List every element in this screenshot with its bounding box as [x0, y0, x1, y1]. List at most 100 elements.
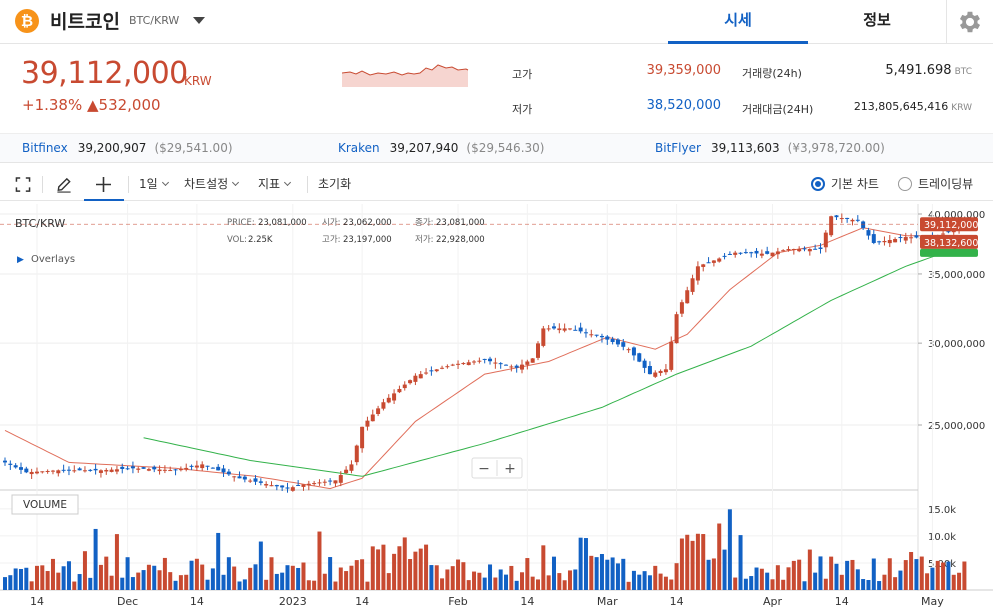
- exchange-price: 39,113,603: [710, 141, 780, 155]
- x-tick-label: 14: [30, 595, 44, 608]
- legend-value: 23,081,000: [436, 218, 485, 228]
- volume-bar: [226, 557, 231, 590]
- coin-name: 비트코인: [50, 11, 120, 33]
- fullscreen-icon[interactable]: [15, 177, 31, 192]
- candle: [466, 362, 471, 366]
- candle: [626, 349, 631, 351]
- volume-bar: [450, 566, 455, 590]
- candle: [520, 364, 525, 370]
- x-tick-label: 14: [520, 595, 534, 608]
- indicators-select[interactable]: 지표: [258, 168, 292, 201]
- zoom-in-button[interactable]: +: [504, 461, 516, 477]
- crosshair-button[interactable]: [84, 168, 124, 201]
- exchange-name[interactable]: Bitfinex: [22, 141, 68, 155]
- candle: [264, 484, 269, 486]
- y-tick-label: 40,000,000: [928, 210, 985, 221]
- tab-info[interactable]: 정보: [863, 11, 891, 29]
- volume-bar: [104, 556, 109, 590]
- volume-bar: [317, 531, 322, 590]
- candle: [871, 234, 876, 243]
- candle: [642, 360, 647, 368]
- candle: [120, 466, 125, 469]
- candle: [162, 469, 167, 471]
- candle: [306, 483, 311, 486]
- tradingview-radio[interactable]: 트레이딩뷰: [898, 168, 973, 201]
- volume-bar: [514, 580, 519, 590]
- volume-bar: [930, 567, 935, 590]
- candle: [8, 463, 13, 465]
- candle: [797, 248, 802, 252]
- candle: [727, 253, 732, 255]
- volume-bar: [557, 573, 562, 590]
- volume-bar: [13, 568, 18, 590]
- volume-bar: [685, 534, 690, 590]
- volume-bar: [733, 577, 738, 590]
- moving-average-lines: [4, 227, 965, 490]
- candle: [525, 361, 530, 365]
- volume-bar: [344, 571, 349, 590]
- volume-bar: [946, 561, 951, 590]
- candle: [40, 471, 45, 473]
- chevron-down-icon[interactable]: [193, 17, 205, 24]
- volume-bar: [829, 556, 834, 590]
- volume-bar: [130, 577, 135, 590]
- candle: [317, 482, 322, 484]
- stat-amount-label: 거래대금(24H): [742, 103, 814, 116]
- candle: [733, 252, 738, 255]
- candle: [381, 402, 386, 409]
- volume-bar: [360, 559, 365, 590]
- candle: [914, 235, 919, 238]
- stat-volume-label: 거래량(24h): [742, 67, 802, 80]
- basic-chart-radio[interactable]: 기본 차트: [811, 168, 879, 201]
- candle: [669, 341, 674, 370]
- current-price: 39,112,000: [21, 56, 188, 91]
- pencil-icon[interactable]: [55, 176, 73, 193]
- volume-bar: [168, 572, 173, 590]
- candle: [258, 481, 263, 483]
- x-tick-label: Dec: [117, 595, 138, 608]
- gear-icon[interactable]: [956, 8, 984, 36]
- price-chart[interactable]: 40,000,000 35,000,000 30,000,000 25,000,000…: [0, 202, 993, 616]
- candle: [130, 466, 135, 469]
- candle: [178, 469, 183, 471]
- candle: [589, 334, 594, 336]
- exchange-name[interactable]: BitFlyer: [655, 141, 701, 155]
- volume-label-box: [11, 494, 79, 515]
- volume-bar: [8, 575, 13, 590]
- volume-bar: [392, 553, 397, 590]
- candlesticks: [3, 213, 967, 493]
- reset-button[interactable]: 초기화: [318, 177, 352, 191]
- last-price-tag-label: 39,112,000: [924, 220, 978, 231]
- volume-label: VOLUME: [23, 499, 67, 511]
- chart-settings-select[interactable]: 차트설정: [184, 168, 240, 201]
- zoom-out-button[interactable]: −: [478, 461, 490, 477]
- volume-bar: [578, 537, 583, 590]
- candle: [237, 476, 242, 479]
- legend-value: 22,928,000: [436, 235, 485, 245]
- candle: [562, 328, 567, 331]
- volume-bar: [839, 574, 844, 590]
- volume-bar: [472, 571, 477, 590]
- volume-bar: [504, 574, 509, 590]
- candle: [711, 260, 716, 263]
- candle: [56, 470, 61, 474]
- y-tick-label: 25,000,000: [928, 421, 985, 432]
- candle: [498, 363, 503, 365]
- volume-bar: [333, 581, 338, 590]
- exchange-name[interactable]: Kraken: [338, 141, 380, 155]
- overlays-label: Overlays: [31, 254, 75, 265]
- volume-bar: [280, 572, 285, 590]
- volume-bar: [610, 557, 615, 590]
- candle: [695, 266, 700, 281]
- candle: [781, 250, 786, 252]
- volume-bar: [802, 581, 807, 590]
- candle: [722, 255, 727, 257]
- ma-tag: [920, 234, 978, 249]
- interval-select[interactable]: 1일: [139, 168, 169, 201]
- tab-quote[interactable]: 시세: [668, 0, 808, 44]
- volume-bar: [754, 567, 759, 590]
- volume-bar: [770, 579, 775, 590]
- volume-bar: [354, 560, 359, 590]
- candle: [24, 468, 29, 473]
- candle: [114, 469, 119, 472]
